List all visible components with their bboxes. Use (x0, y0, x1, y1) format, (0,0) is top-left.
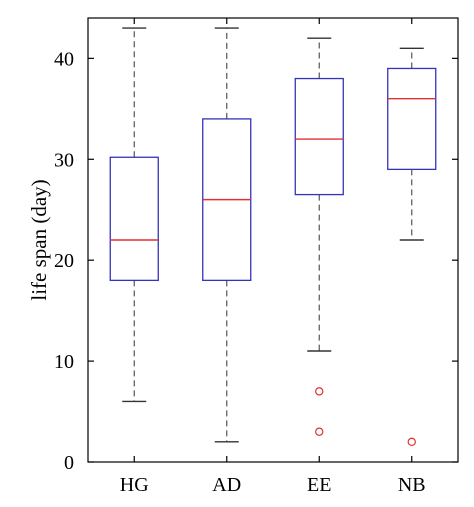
x-tick-label-nb: NB (398, 474, 426, 496)
box-group-ad (202, 27, 252, 443)
box-iqr (387, 67, 437, 171)
y-tick-label: 40 (54, 48, 74, 70)
box-iqr (109, 156, 159, 282)
axes-layer: 0 10 20 30 40 HG AD EE NB (54, 18, 458, 496)
x-tick-label-ad: AD (212, 474, 241, 496)
y-tick-label: 10 (54, 351, 74, 373)
outlier-point (315, 427, 324, 436)
plot-frame (87, 17, 459, 463)
outlier-point (315, 387, 324, 396)
y-tick-label: 0 (64, 452, 74, 474)
y-tick-label: 20 (54, 250, 74, 272)
boxes-layer (109, 27, 437, 447)
outlier-point (407, 437, 416, 447)
box-group-hg (109, 27, 159, 403)
x-tick-label-ee: EE (307, 474, 331, 496)
box-iqr (294, 77, 344, 196)
box-group-ee (294, 37, 344, 436)
y-tick-label: 30 (54, 149, 74, 171)
x-tick-label-hg: HG (120, 474, 149, 496)
y-axis-label: life span (day) (27, 179, 51, 300)
box-group-nb (387, 47, 437, 447)
